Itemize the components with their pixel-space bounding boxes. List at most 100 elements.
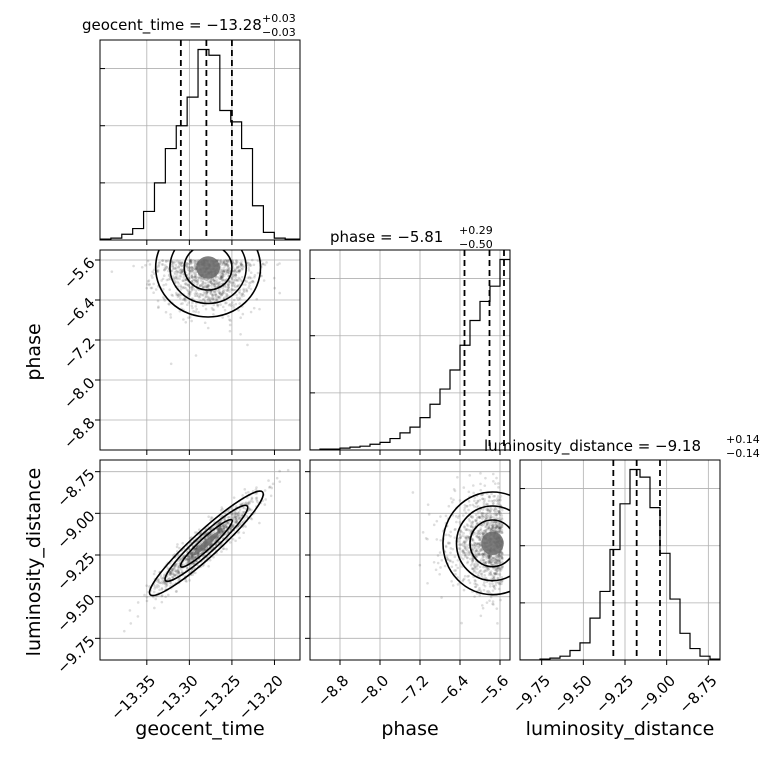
scatter-point [485,513,488,517]
scatter-point [498,559,502,563]
scatter-point [278,291,282,295]
scatter-point [201,282,204,286]
scatter-point [498,526,502,530]
scatter-point [219,258,223,262]
scatter-point [236,284,240,288]
scatter-point [474,562,477,566]
scatter-point [199,279,203,282]
scatter-point [480,575,484,578]
scatter-point [241,520,245,524]
scatter-point [177,569,180,572]
scatter-point [458,547,462,551]
panel-geocent_time-luminosity_distance: −13.35−13.30−13.25−13.20−9.75−9.50−9.25−… [53,459,301,724]
scatter-point [245,514,249,518]
scatter-point [157,305,160,309]
scatter-point [471,484,475,487]
scatter-point [478,587,481,590]
scatter-point [468,519,472,523]
scatter-point [250,497,254,501]
scatter-point [191,554,194,557]
scatter-point [188,277,191,280]
scatter-point [224,295,228,298]
scatter-point [237,265,241,269]
scatter-point [476,535,480,538]
scatter-point [231,272,235,276]
scatter-point [497,501,501,505]
scatter-point [178,260,182,263]
scatter-point [235,261,239,265]
scatter-point [157,261,161,265]
scatter-point [498,561,501,565]
scatter-point [235,259,238,262]
scatter-point [485,560,488,564]
scatter-point [495,525,498,529]
scatter-point [230,512,234,516]
scatter-point [173,567,177,571]
scatter-point [220,263,224,266]
scatter-point [485,512,488,515]
scatter-point [167,302,170,306]
xlabel-phase: phase [381,718,438,740]
title-geocent-time: geocent_time = −13.28 [82,16,262,35]
scatter-point [478,498,482,502]
scatter-point [489,595,493,599]
scatter-point [200,282,204,286]
scatter-point [494,511,497,514]
scatter-point [181,279,185,282]
scatter-point [164,582,167,586]
scatter-point [190,258,193,262]
scatter-point [177,570,181,574]
scatter-point [497,587,501,591]
scatter-point [194,289,198,292]
scatter-point [184,263,188,267]
scatter-point [235,516,238,519]
scatter-point [484,525,488,528]
scatter-point [191,550,195,554]
scatter-point [246,343,249,347]
scatter-point [238,513,241,517]
scatter-point [218,270,222,274]
scatter-point [174,590,178,593]
scatter-point [235,279,238,282]
scatter-point [157,585,161,588]
scatter-point [231,537,235,541]
scatter-point [453,489,457,493]
scatter-point [173,573,177,577]
scatter-point [247,266,250,270]
scatter-point [236,519,239,523]
scatter-point [168,277,172,281]
scatter-point [496,558,500,561]
scatter-point [238,536,241,540]
scatter-point [240,263,243,266]
scatter-point [241,292,245,296]
scatter-point [491,556,495,560]
scatter-point [219,275,223,279]
scatter-point [252,280,255,284]
scatter-point [477,545,480,549]
contour-geocent_time-phase-3 [196,256,221,279]
scatter-point [201,280,205,284]
scatter-point [500,523,504,527]
xtick-label-geocent_time-1: −13.30 [150,672,202,724]
scatter-point [171,294,174,297]
scatter-point [482,529,486,533]
scatter-point [479,572,483,576]
scatter-point [217,281,220,285]
scatter-point [177,270,181,274]
title-luminosity-distance-minus: −0.14 [726,447,760,460]
scatter-point [485,514,488,517]
scatter-point [484,476,487,480]
scatter-point [500,529,504,532]
scatter-point [463,503,467,507]
scatter-point [192,287,196,291]
scatter-point [242,290,246,293]
scatter-point [169,570,172,573]
scatter-point [181,302,184,305]
scatter-point [501,531,504,534]
scatter-point [485,569,488,573]
scatter-point [461,534,464,538]
scatter-point [495,607,499,610]
scatter-point [464,511,468,515]
scatter-point [497,555,501,558]
scatter-point [219,261,222,264]
